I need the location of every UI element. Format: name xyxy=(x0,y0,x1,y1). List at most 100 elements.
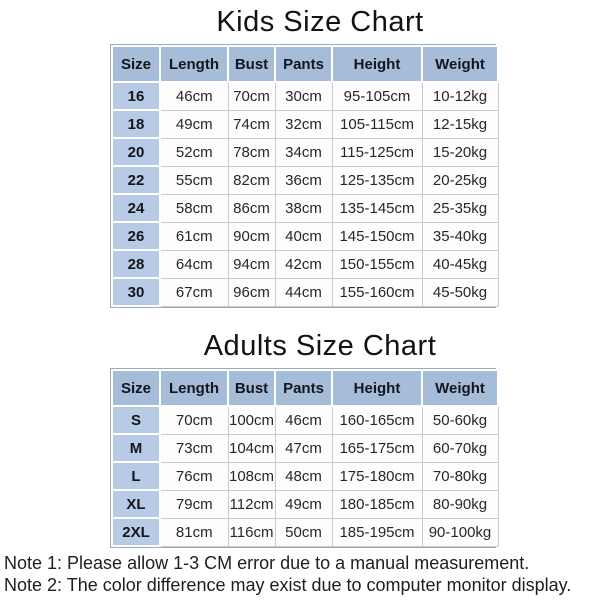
kids-size-table: Size Length Bust Pants Height Weight 16 … xyxy=(110,44,499,308)
kids-header-row: Size Length Bust Pants Height Weight xyxy=(111,45,499,83)
height-cell: 155-160cm xyxy=(331,277,423,307)
size-cell: S xyxy=(111,405,161,435)
length-cell: 61cm xyxy=(159,221,229,251)
size-cell: 18 xyxy=(111,109,161,139)
height-cell: 115-125cm xyxy=(331,137,423,167)
table-row: 30 67cm 96cm 44cm 155-160cm 45-50kg xyxy=(111,277,499,307)
weight-cell: 60-70kg xyxy=(421,433,499,463)
size-cell: 28 xyxy=(111,249,161,279)
table-row: 18 49cm 74cm 32cm 105-115cm 12-15kg xyxy=(111,109,499,139)
weight-cell: 15-20kg xyxy=(421,137,499,167)
bust-cell: 82cm xyxy=(227,165,276,195)
length-cell: 55cm xyxy=(159,165,229,195)
pants-cell: 47cm xyxy=(274,433,333,463)
height-cell: 185-195cm xyxy=(331,517,423,547)
bust-cell: 116cm xyxy=(227,517,276,547)
length-cell: 46cm xyxy=(159,81,229,111)
bust-cell: 78cm xyxy=(227,137,276,167)
table-row: 22 55cm 82cm 36cm 125-135cm 20-25kg xyxy=(111,165,499,195)
bust-cell: 96cm xyxy=(227,277,276,307)
pants-cell: 34cm xyxy=(274,137,333,167)
weight-cell: 90-100kg xyxy=(421,517,499,547)
weight-cell: 12-15kg xyxy=(421,109,499,139)
size-cell: 2XL xyxy=(111,517,161,547)
height-cell: 165-175cm xyxy=(331,433,423,463)
length-cell: 58cm xyxy=(159,193,229,223)
size-cell: XL xyxy=(111,489,161,519)
bust-cell: 112cm xyxy=(227,489,276,519)
height-cell: 160-165cm xyxy=(331,405,423,435)
table-row: 28 64cm 94cm 42cm 150-155cm 40-45kg xyxy=(111,249,499,279)
column-header-pants: Pants xyxy=(274,369,333,407)
adults-header-row: Size Length Bust Pants Height Weight xyxy=(111,369,499,407)
length-cell: 73cm xyxy=(159,433,229,463)
table-row: 2XL 81cm 116cm 50cm 185-195cm 90-100kg xyxy=(111,517,499,547)
size-cell: 24 xyxy=(111,193,161,223)
column-header-height: Height xyxy=(331,45,423,83)
weight-cell: 80-90kg xyxy=(421,489,499,519)
table-row: XL 79cm 112cm 49cm 180-185cm 80-90kg xyxy=(111,489,499,519)
pants-cell: 49cm xyxy=(274,489,333,519)
size-cell: M xyxy=(111,433,161,463)
column-header-weight: Weight xyxy=(421,45,499,83)
pants-cell: 40cm xyxy=(274,221,333,251)
adults-size-table: Size Length Bust Pants Height Weight S 7… xyxy=(110,368,499,548)
note-1: Note 1: Please allow 1-3 CM error due to… xyxy=(4,553,530,573)
length-cell: 70cm xyxy=(159,405,229,435)
size-cell: 30 xyxy=(111,277,161,307)
weight-cell: 10-12kg xyxy=(421,81,499,111)
length-cell: 67cm xyxy=(159,277,229,307)
note-2: Note 2: The color difference may exist d… xyxy=(4,575,572,595)
weight-cell: 35-40kg xyxy=(421,221,499,251)
height-cell: 150-155cm xyxy=(331,249,423,279)
size-cell: 22 xyxy=(111,165,161,195)
bust-cell: 100cm xyxy=(227,405,276,435)
weight-cell: 20-25kg xyxy=(421,165,499,195)
size-cell: 26 xyxy=(111,221,161,251)
bust-cell: 108cm xyxy=(227,461,276,491)
height-cell: 105-115cm xyxy=(331,109,423,139)
weight-cell: 40-45kg xyxy=(421,249,499,279)
weight-cell: 25-35kg xyxy=(421,193,499,223)
pants-cell: 38cm xyxy=(274,193,333,223)
length-cell: 52cm xyxy=(159,137,229,167)
table-row: 26 61cm 90cm 40cm 145-150cm 35-40kg xyxy=(111,221,499,251)
column-header-length: Length xyxy=(159,369,229,407)
table-row: 24 58cm 86cm 38cm 135-145cm 25-35kg xyxy=(111,193,499,223)
table-row: L 76cm 108cm 48cm 175-180cm 70-80kg xyxy=(111,461,499,491)
size-cell: 20 xyxy=(111,137,161,167)
bust-cell: 86cm xyxy=(227,193,276,223)
bust-cell: 74cm xyxy=(227,109,276,139)
pants-cell: 48cm xyxy=(274,461,333,491)
length-cell: 79cm xyxy=(159,489,229,519)
column-header-size: Size xyxy=(111,45,161,83)
pants-cell: 42cm xyxy=(274,249,333,279)
length-cell: 49cm xyxy=(159,109,229,139)
column-header-length: Length xyxy=(159,45,229,83)
table-row: 20 52cm 78cm 34cm 115-125cm 15-20kg xyxy=(111,137,499,167)
size-cell: L xyxy=(111,461,161,491)
column-header-size: Size xyxy=(111,369,161,407)
adults-chart-title: Adults Size Chart xyxy=(203,330,437,362)
weight-cell: 50-60kg xyxy=(421,405,499,435)
pants-cell: 46cm xyxy=(274,405,333,435)
column-header-height: Height xyxy=(331,369,423,407)
height-cell: 125-135cm xyxy=(331,165,423,195)
pants-cell: 32cm xyxy=(274,109,333,139)
notes-block: Note 1: Please allow 1-3 CM error due to… xyxy=(4,552,571,596)
pants-cell: 30cm xyxy=(274,81,333,111)
pants-cell: 44cm xyxy=(274,277,333,307)
weight-cell: 45-50kg xyxy=(421,277,499,307)
length-cell: 81cm xyxy=(159,517,229,547)
bust-cell: 70cm xyxy=(227,81,276,111)
column-header-pants: Pants xyxy=(274,45,333,83)
bust-cell: 104cm xyxy=(227,433,276,463)
weight-cell: 70-80kg xyxy=(421,461,499,491)
height-cell: 180-185cm xyxy=(331,489,423,519)
table-row: 16 46cm 70cm 30cm 95-105cm 10-12kg xyxy=(111,81,499,111)
table-row: M 73cm 104cm 47cm 165-175cm 60-70kg xyxy=(111,433,499,463)
column-header-bust: Bust xyxy=(227,369,276,407)
bust-cell: 94cm xyxy=(227,249,276,279)
height-cell: 135-145cm xyxy=(331,193,423,223)
column-header-bust: Bust xyxy=(227,45,276,83)
